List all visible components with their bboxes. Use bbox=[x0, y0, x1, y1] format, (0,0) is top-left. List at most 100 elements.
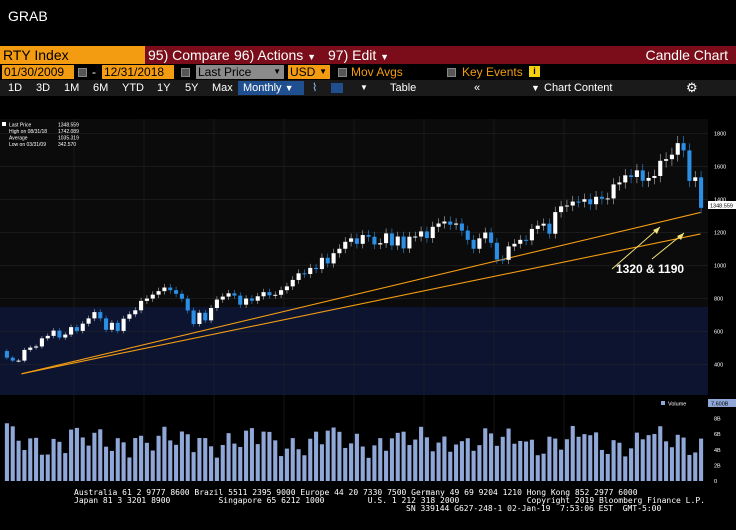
calendar-icon[interactable] bbox=[78, 68, 87, 77]
candle-body bbox=[325, 257, 330, 264]
key-events-label[interactable]: Key Events bbox=[462, 65, 523, 79]
volume-bar bbox=[570, 425, 575, 481]
volume-bar bbox=[98, 429, 103, 481]
candle-body bbox=[599, 196, 604, 199]
y-tick-label: 1000 bbox=[714, 263, 726, 269]
candle-body bbox=[378, 243, 383, 245]
mov-avgs-label[interactable]: Mov Avgs bbox=[351, 65, 403, 79]
compare-button[interactable]: 95) Compare bbox=[148, 47, 230, 63]
volume-bar bbox=[45, 454, 50, 481]
volume-bar bbox=[273, 440, 278, 481]
gear-icon[interactable]: ⚙ bbox=[686, 80, 698, 95]
candle-body bbox=[279, 290, 284, 295]
settings-bar: 01/30/2009 - 12/31/2018 Last Price ▼ USD… bbox=[0, 64, 736, 80]
calendar-icon[interactable] bbox=[181, 68, 190, 77]
candle-body bbox=[553, 212, 558, 234]
candle-body bbox=[174, 290, 179, 294]
volume-bar bbox=[553, 438, 558, 481]
volume-bar bbox=[518, 440, 523, 481]
candle-body bbox=[191, 310, 196, 324]
volume-bar bbox=[109, 450, 114, 481]
candle-body bbox=[384, 233, 389, 244]
dropdown-caret-icon[interactable]: ▼ bbox=[531, 83, 540, 93]
chart-options-dropdown[interactable]: ▼ bbox=[360, 83, 368, 92]
range-3d[interactable]: 3D bbox=[36, 82, 51, 94]
legend-average-value: 1035.319 bbox=[58, 136, 79, 142]
range-1m[interactable]: 1M bbox=[64, 82, 80, 94]
chart-type-label[interactable]: Candle Chart bbox=[645, 47, 729, 63]
period-select[interactable]: Monthly ▼ bbox=[238, 81, 304, 95]
range-max[interactable]: Max bbox=[212, 82, 233, 94]
volume-bar bbox=[238, 446, 243, 481]
candle-body bbox=[255, 296, 260, 301]
y-tick-label: 400 bbox=[714, 362, 723, 368]
chart-content-button[interactable]: Chart Content bbox=[544, 82, 613, 94]
candle-body bbox=[232, 293, 237, 296]
volume-tick-label: 4B bbox=[714, 448, 721, 454]
candle-body bbox=[185, 298, 190, 311]
legend-last-label: Last Price bbox=[9, 123, 31, 129]
volume-bar bbox=[442, 436, 447, 481]
candle-body bbox=[319, 257, 324, 270]
volume-bar bbox=[162, 426, 167, 481]
currency-select[interactable]: USD ▼ bbox=[288, 65, 330, 79]
annotation: 1320 & 1190 bbox=[611, 226, 684, 276]
candle-body bbox=[290, 279, 295, 287]
key-events-checkbox[interactable] bbox=[447, 68, 456, 77]
range-1d[interactable]: 1D bbox=[8, 82, 23, 94]
candle-body bbox=[162, 287, 167, 292]
actions-menu[interactable]: 96) Actions ▼ bbox=[234, 46, 322, 64]
range-6m[interactable]: 6M bbox=[93, 82, 109, 94]
candle-body bbox=[156, 291, 161, 295]
volume-bar bbox=[267, 431, 272, 481]
edit-menu[interactable]: 97) Edit ▼ bbox=[328, 46, 394, 64]
volume-bar bbox=[179, 431, 184, 481]
collapse-left-icon[interactable]: « bbox=[474, 82, 481, 94]
volume-tick-label: 8B bbox=[714, 417, 721, 423]
candle-body bbox=[646, 177, 651, 181]
volume-bar bbox=[337, 431, 342, 481]
volume-bar bbox=[664, 441, 669, 481]
candle-body bbox=[366, 235, 371, 237]
ticker-input[interactable]: RTY Index bbox=[0, 46, 145, 64]
candle-body bbox=[652, 175, 657, 178]
candle-body bbox=[214, 299, 219, 308]
range-1y[interactable]: 1Y bbox=[157, 82, 171, 94]
candle-body bbox=[669, 154, 674, 160]
candle-body bbox=[34, 346, 39, 348]
volume-bar bbox=[249, 428, 254, 481]
mov-avgs-checkbox[interactable] bbox=[338, 68, 347, 77]
line-chart-icon[interactable]: ⌇ bbox=[312, 82, 318, 94]
volume-bar bbox=[139, 435, 144, 481]
candle-body bbox=[144, 298, 149, 301]
range-ytd[interactable]: YTD bbox=[122, 82, 144, 94]
volume-bar bbox=[331, 427, 336, 481]
footer-line-2: Japan 81 3 3201 8900 Singapore 65 6212 1… bbox=[74, 496, 705, 505]
candle-body bbox=[483, 232, 488, 239]
candle-body bbox=[92, 312, 97, 319]
end-date-field[interactable]: 12/31/2018 bbox=[102, 65, 174, 79]
info-icon[interactable]: i bbox=[529, 66, 540, 77]
y-tick-label: 1800 bbox=[714, 131, 726, 137]
candle-body bbox=[389, 233, 394, 246]
volume-bar bbox=[687, 454, 692, 481]
volume-tick-label: 6B bbox=[714, 432, 721, 438]
candle-body bbox=[343, 241, 348, 249]
volume-bar bbox=[51, 438, 56, 481]
caret-down-icon: ▼ bbox=[284, 83, 294, 93]
candle-body bbox=[133, 310, 138, 315]
candle-body bbox=[80, 323, 85, 331]
range-5y[interactable]: 5Y bbox=[185, 82, 199, 94]
candle-body bbox=[518, 239, 523, 244]
volume-bar bbox=[74, 427, 79, 481]
field-select[interactable]: Last Price ▼ bbox=[196, 65, 284, 79]
candle-body bbox=[494, 242, 499, 260]
candle-body bbox=[139, 300, 144, 311]
start-date-field[interactable]: 01/30/2009 bbox=[2, 65, 74, 79]
volume-legend-swatch bbox=[661, 401, 665, 405]
volume-bar bbox=[279, 456, 284, 481]
candle-body bbox=[424, 231, 429, 239]
table-button[interactable]: Table bbox=[390, 82, 417, 94]
candle-chart-icon[interactable] bbox=[331, 83, 343, 93]
